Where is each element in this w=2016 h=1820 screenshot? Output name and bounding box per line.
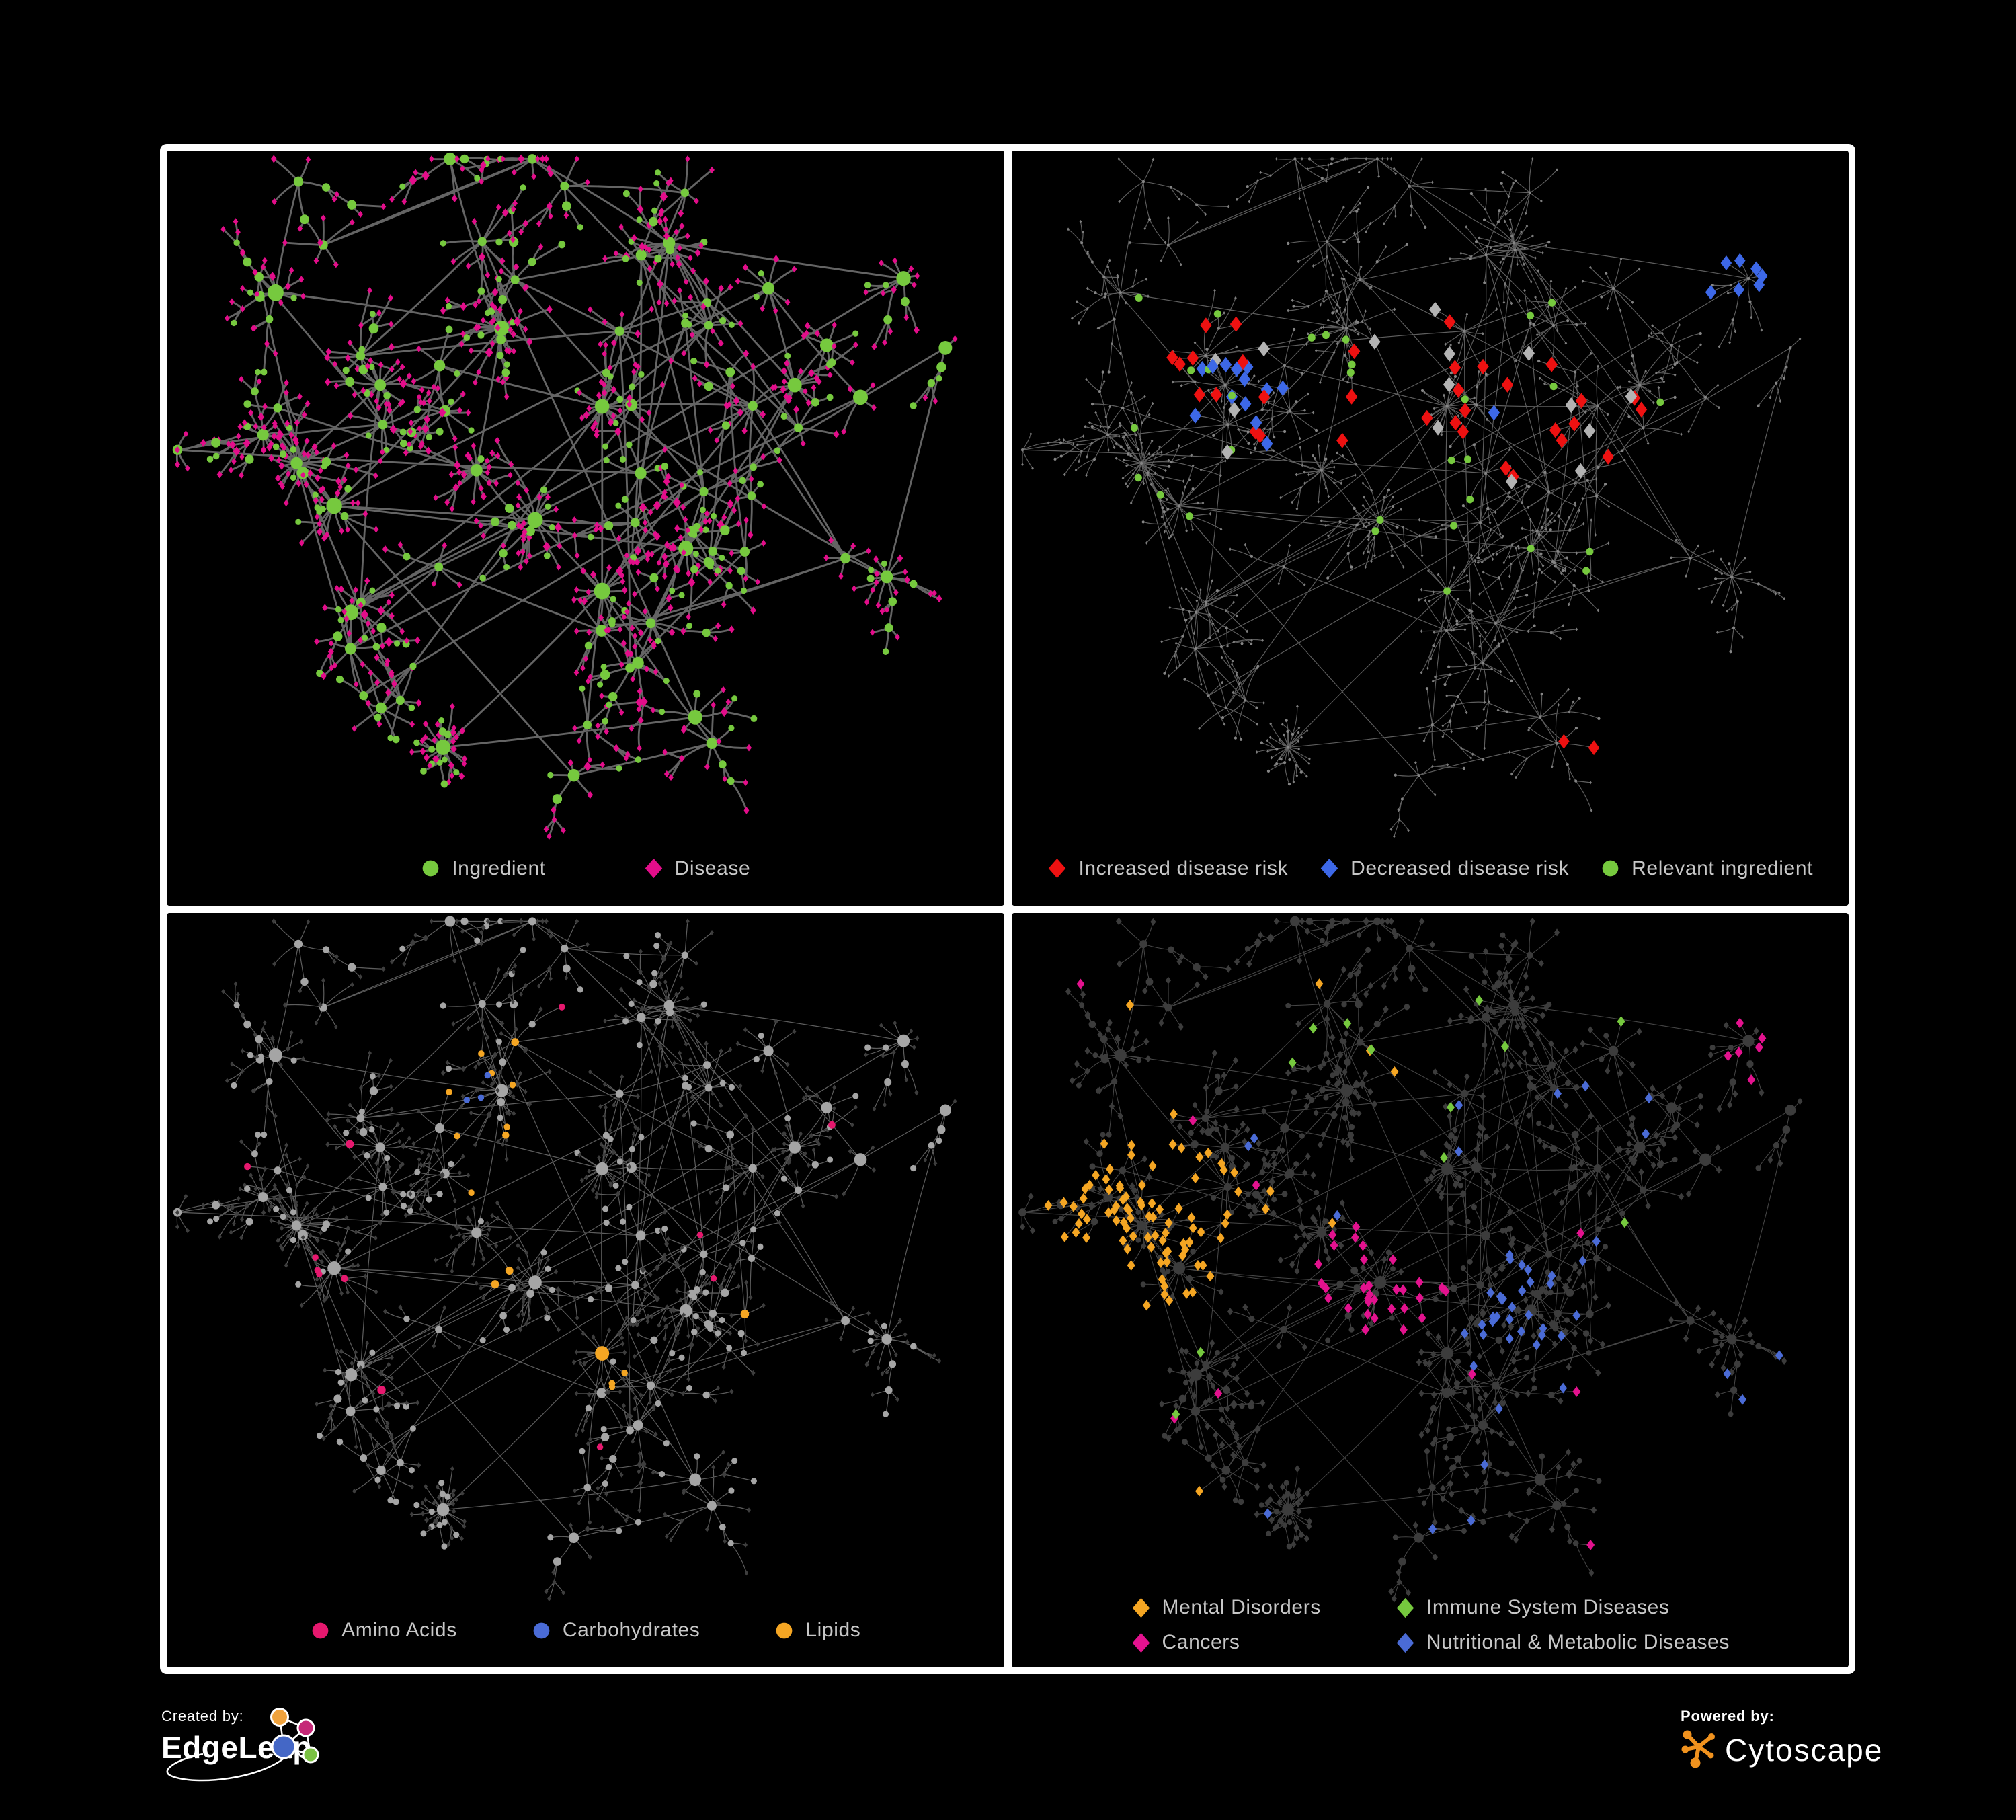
legend-circle-icon (422, 860, 439, 877)
legend-item-immune-system-diseases: Immune System Diseases (1395, 1596, 1730, 1619)
legend-ingredient-classes: Amino Acids Carbohydrates Lipids (167, 1619, 1004, 1642)
legend-circle-icon (776, 1622, 793, 1638)
legend-circle-icon (533, 1622, 550, 1638)
network-disease-classes (1012, 913, 1849, 1624)
legend-label: Amino Acids (341, 1619, 457, 1641)
cytoscape-logo-icon (1681, 1730, 1715, 1768)
legend-diamond-icon (1396, 1632, 1414, 1653)
network-svg-ingredient-disease (172, 152, 958, 840)
powered-by-label: Powered by: (1681, 1708, 1775, 1725)
legend-circle-icon (1602, 860, 1619, 877)
legend-label: Cancers (1162, 1631, 1240, 1653)
legend-label: Ingredient (452, 857, 546, 879)
legend-diamond-icon (1396, 1597, 1414, 1618)
legend-item-amino-acids: Amino Acids (310, 1619, 457, 1642)
legend-item-mental-disorders: Mental Disorders (1131, 1596, 1321, 1619)
cytoscape-credit: Powered by: Cytoscape (1681, 1708, 1923, 1795)
legend-label: Decreased disease risk (1350, 857, 1570, 879)
edgeleap-node-blue (271, 1734, 296, 1759)
legend-label: Carbohydrates (562, 1619, 700, 1641)
legend-item-relevant-ingredient: Relevant ingredient (1600, 857, 1813, 880)
legend-diamond-icon (1132, 1632, 1150, 1653)
legend-label: Lipids (805, 1619, 861, 1641)
legend-diamond-icon (645, 858, 662, 879)
legend-diamond-icon (1049, 858, 1066, 879)
edgeleap-node-orange (270, 1708, 289, 1727)
legend-item-decreased-disease-risk: Decreased disease risk (1319, 857, 1569, 880)
edgeleap-swoosh (166, 1753, 287, 1782)
panel-ingredient-disease: Ingredient Disease (167, 151, 1004, 906)
legend-item-cancers: Cancers (1131, 1631, 1321, 1654)
panel-ingredient-classes: Amino Acids Carbohydrates Lipids (167, 912, 1004, 1667)
edgeleap-node-green (302, 1746, 319, 1764)
network-disease-risk (1012, 151, 1849, 861)
legend-label: Nutritional & Metabolic Diseases (1426, 1631, 1730, 1653)
network-ingredient-disease (167, 151, 1004, 861)
created-by-label: Created by: (161, 1708, 244, 1725)
legend-label: Immune System Diseases (1426, 1596, 1670, 1618)
panel-disease-classes: Mental Disorders Immune System Diseases Ca… (1011, 912, 1849, 1667)
legend-disease-classes: Mental Disorders Immune System Diseases Ca… (1012, 1596, 1849, 1654)
network-ingredient-classes (167, 913, 1004, 1624)
legend-diamond-icon (1320, 858, 1338, 879)
legend-label: Relevant ingredient (1631, 857, 1814, 879)
legend-label: Disease (674, 857, 751, 879)
edgeleap-node-pink (296, 1718, 315, 1737)
legend-item-disease: Disease (643, 857, 751, 880)
legend-item-nutritional-metabolic-diseases: Nutritional & Metabolic Diseases (1395, 1631, 1730, 1654)
panel-disease-risk: Increased disease risk Decreased disease … (1011, 151, 1849, 906)
legend-item-carbohydrates: Carbohydrates (531, 1619, 700, 1642)
cytoscape-logo-nodes (1681, 1730, 1715, 1768)
legend-item-increased-disease-risk: Increased disease risk (1047, 857, 1288, 880)
legend-item-lipids: Lipids (774, 1619, 860, 1642)
legend-label: Mental Disorders (1162, 1596, 1321, 1618)
legend-diamond-icon (1132, 1597, 1150, 1618)
legend-circle-icon (312, 1622, 329, 1638)
panel-grid: Ingredient Disease Increased disease risk… (160, 144, 1855, 1674)
legend-label: Increased disease risk (1078, 857, 1289, 879)
network-svg-disease-risk (1020, 157, 1801, 838)
network-svg-disease-classes (1018, 916, 1803, 1603)
network-svg-ingredient-classes (173, 915, 957, 1601)
legend-ingredient-disease: Ingredient Disease (167, 857, 1004, 880)
legend-disease-risk: Increased disease risk Decreased disease … (1012, 857, 1849, 880)
edgeleap-logo-icon (166, 1708, 319, 1782)
edgeleap-credit: Created by: EdgeLeap (161, 1708, 383, 1795)
cytoscape-wordmark: Cytoscape (1725, 1733, 1884, 1768)
legend-item-ingredient: Ingredient (420, 857, 545, 880)
